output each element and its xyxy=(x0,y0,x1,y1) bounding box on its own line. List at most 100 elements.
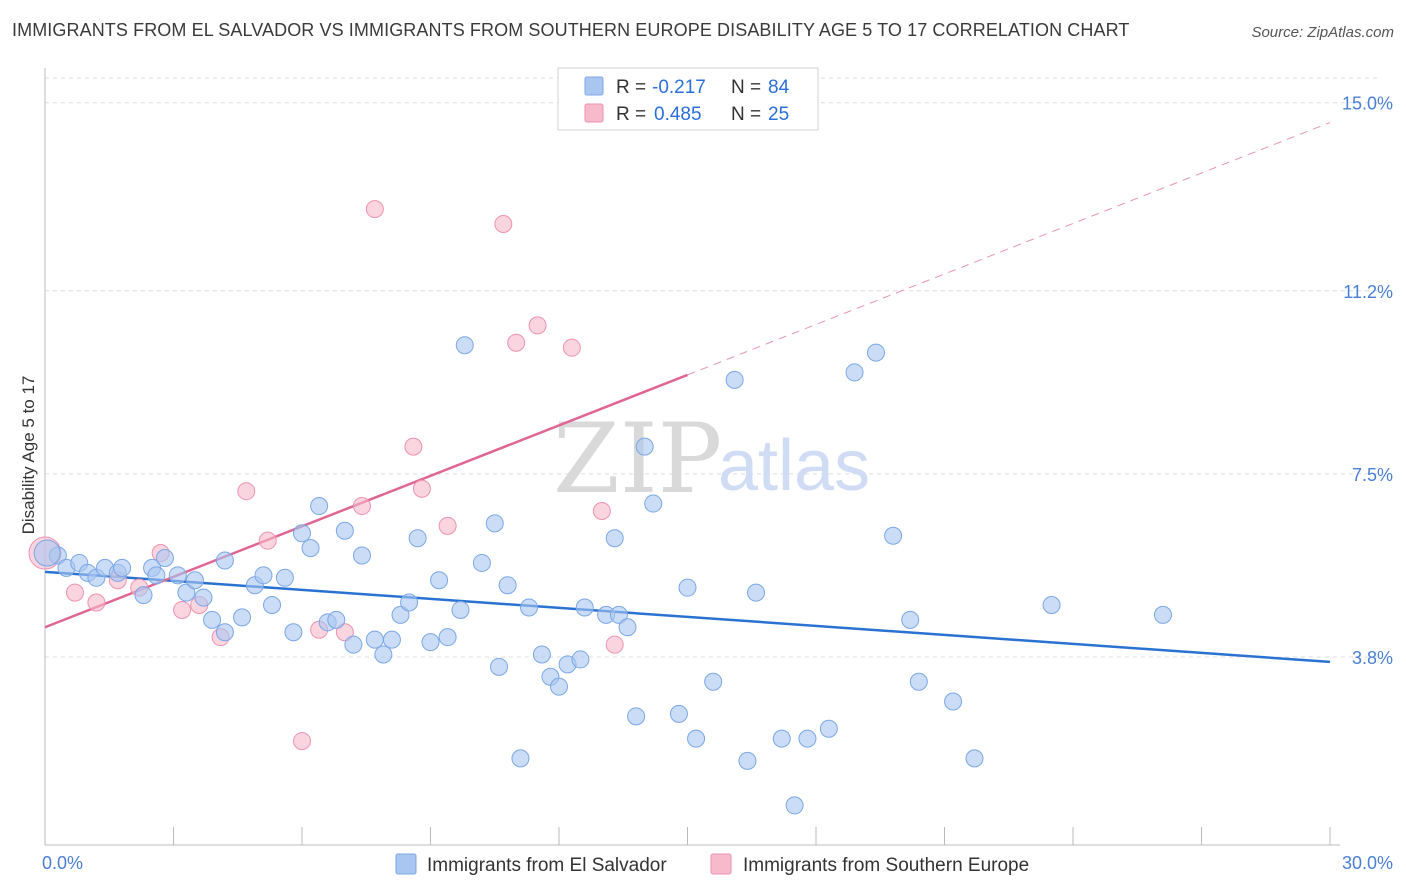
point-el-salvador-33 xyxy=(365,630,384,649)
legend-swatch-blue xyxy=(584,76,604,96)
source-label: Source: ZipAtlas.com xyxy=(1251,24,1394,41)
point-el-salvador-24 xyxy=(284,623,303,642)
point-el-salvador-76 xyxy=(884,526,903,545)
watermark-zip: ZIP xyxy=(553,403,722,515)
point-el-salvador-48 xyxy=(511,749,530,768)
legend-n-value-1: 84 xyxy=(768,77,790,98)
point-el-salvador-74 xyxy=(845,363,864,382)
point-el-salvador-61 xyxy=(635,437,654,456)
point-el-salvador-23 xyxy=(275,568,294,587)
point-el-salvador-81 xyxy=(1042,596,1061,615)
point-el-salvador-46 xyxy=(490,657,509,676)
point-el-salvador-72 xyxy=(798,729,817,748)
y-tick-labels: 3.8% 7.5% 11.2% 15.0% xyxy=(1342,94,1393,668)
point-el-salvador-47 xyxy=(498,576,517,595)
point-el-salvador-77 xyxy=(901,610,920,629)
point-el-salvador-78 xyxy=(909,672,928,691)
point-el-salvador-34 xyxy=(374,645,393,664)
axes xyxy=(44,68,1340,846)
point-el-salvador-60 xyxy=(627,707,646,726)
point-el-salvador-25 xyxy=(293,524,311,543)
point-southern-europe-10 xyxy=(258,531,277,550)
point-southern-europe-24 xyxy=(605,635,624,654)
point-el-salvador-16 xyxy=(203,610,222,629)
point-el-salvador-7 xyxy=(113,558,132,577)
legend-r-label-1: R = xyxy=(616,77,646,98)
point-el-salvador-80 xyxy=(965,749,984,768)
point-el-salvador-82 xyxy=(1153,605,1172,624)
y-tick-label-0: 3.8% xyxy=(1352,648,1393,668)
point-el-salvador-19 xyxy=(233,608,252,627)
point-southern-europe-14 xyxy=(352,497,371,516)
point-el-salvador-42 xyxy=(451,600,470,619)
point-el-salvador-63 xyxy=(669,704,688,723)
bottom-legend: Immigrants from El Salvador Immigrants f… xyxy=(395,853,1029,876)
point-el-salvador-44 xyxy=(472,553,491,572)
point-el-salvador-37 xyxy=(400,593,419,612)
point-southern-europe-11 xyxy=(293,732,311,751)
point-el-salvador-22 xyxy=(263,596,282,615)
point-el-salvador-27 xyxy=(310,497,329,516)
point-el-salvador-41 xyxy=(438,628,457,647)
y-tick-label-2: 11.2% xyxy=(1343,282,1393,302)
point-el-salvador-45 xyxy=(485,514,504,533)
data-points xyxy=(28,200,1172,815)
point-southern-europe-22 xyxy=(562,338,581,357)
point-el-salvador-58 xyxy=(609,605,628,624)
legend-swatch-pink xyxy=(584,103,604,123)
point-el-salvador-10 xyxy=(147,566,166,585)
bottom-legend-swatch-pink xyxy=(710,853,732,875)
point-el-salvador-67 xyxy=(725,370,744,389)
point-el-salvador-83 xyxy=(33,539,61,567)
point-el-salvador-12 xyxy=(168,566,187,585)
point-el-salvador-31 xyxy=(344,635,363,654)
point-southern-europe-23 xyxy=(592,501,611,520)
point-southern-europe-9 xyxy=(237,482,256,501)
legend-n-label-2: N = xyxy=(731,104,761,125)
point-southern-europe-19 xyxy=(494,214,513,233)
point-el-salvador-75 xyxy=(866,343,885,362)
x-tick-labels: 0.0% 30.0% xyxy=(42,853,1393,873)
y-tick-label-3: 15.0% xyxy=(1342,94,1393,114)
point-el-salvador-64 xyxy=(678,578,697,597)
bottom-legend-label-pink: Immigrants from Southern Europe xyxy=(743,855,1029,876)
watermark-atlas: atlas xyxy=(718,426,870,506)
point-el-salvador-66 xyxy=(704,672,723,691)
point-el-salvador-65 xyxy=(687,729,706,748)
point-el-salvador-15 xyxy=(194,588,213,607)
point-el-salvador-14 xyxy=(185,571,204,590)
watermark: ZIP atlas xyxy=(553,403,870,515)
point-el-salvador-52 xyxy=(550,677,568,696)
point-el-salvador-62 xyxy=(644,494,663,513)
point-southern-europe-6 xyxy=(173,600,192,619)
point-el-salvador-50 xyxy=(532,645,551,664)
legend-n-label-1: N = xyxy=(731,77,761,98)
point-el-salvador-36 xyxy=(391,605,410,624)
point-el-salvador-38 xyxy=(408,529,427,548)
point-el-salvador-29 xyxy=(327,610,346,629)
bottom-legend-swatch-blue xyxy=(395,853,417,875)
point-el-salvador-40 xyxy=(430,571,449,590)
point-el-salvador-13 xyxy=(177,583,196,602)
point-el-salvador-49 xyxy=(520,598,539,617)
point-el-salvador-79 xyxy=(944,692,963,711)
legend-n-value-2: 25 xyxy=(768,104,789,125)
x-tick-label-max: 30.0% xyxy=(1342,853,1393,873)
point-el-salvador-35 xyxy=(382,630,401,649)
point-el-salvador-69 xyxy=(747,583,766,602)
x-tick-label-min: 0.0% xyxy=(42,853,83,873)
point-el-salvador-54 xyxy=(571,650,590,669)
point-southern-europe-13 xyxy=(335,623,354,642)
legend-box: R = -0.217 N = 84 R = 0.485 N = 25 xyxy=(557,67,819,131)
point-el-salvador-70 xyxy=(772,729,791,748)
point-el-salvador-21 xyxy=(254,566,273,585)
point-southern-europe-21 xyxy=(528,316,547,335)
point-el-salvador-18 xyxy=(215,551,234,570)
y-tick-label-1: 7.5% xyxy=(1352,465,1393,485)
legend-r-label-2: R = xyxy=(616,104,646,125)
legend-r-value-2: 0.485 xyxy=(654,104,702,125)
point-southern-europe-17 xyxy=(412,479,431,498)
point-southern-europe-1 xyxy=(65,583,84,602)
point-el-salvador-43 xyxy=(455,336,474,355)
